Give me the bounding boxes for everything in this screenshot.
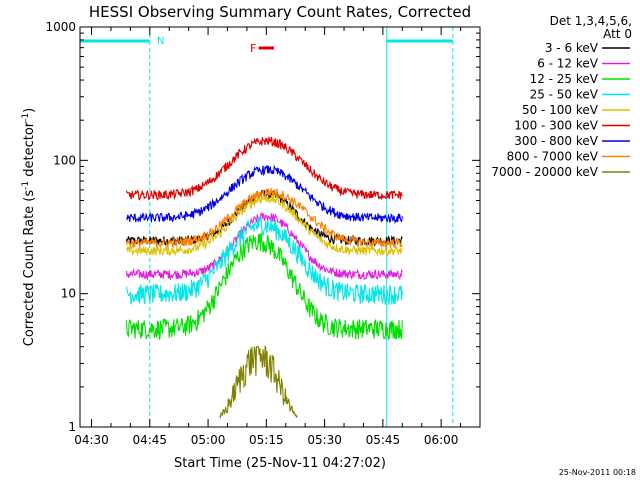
x-axis: 04:30 04:45 05:00 05:15 05:30 05:45 06:00 (74, 27, 481, 447)
y-label-mid: detector (22, 121, 37, 181)
y-tick-label-1: 10 (61, 287, 76, 301)
x-tick-label-0: 04:30 (74, 433, 109, 447)
series-line-6 (126, 164, 403, 225)
plot-area (80, 27, 454, 427)
series-line-1 (125, 212, 403, 282)
x-tick-label-4: 05:30 (307, 433, 342, 447)
x-tick-label-6: 06:00 (424, 433, 459, 447)
series-line-3 (125, 217, 403, 305)
x-tick-label-1: 04:45 (132, 433, 167, 447)
legend-header-1: Det 1,3,4,5,6, (550, 14, 632, 28)
series-line-8 (219, 344, 298, 419)
timestamp: 25-Nov-2011 00:18 (559, 468, 636, 477)
x-axis-label: Start Time (25-Nov-11 04:27:02) (174, 456, 386, 471)
x-tick-label-2: 05:00 (191, 433, 226, 447)
flare-label: F (250, 42, 256, 55)
x-tick-label-5: 05:45 (366, 433, 401, 447)
legend-label-6: 300 - 800 keV (514, 134, 598, 148)
y-tick-label-3: 1000 (45, 20, 76, 34)
night-label: N (157, 36, 164, 47)
legend-header-2: Att 0 (603, 27, 632, 41)
series-line-4 (125, 192, 403, 257)
legend-label-2: 12 - 25 keV (530, 72, 599, 86)
series-line-5 (125, 136, 403, 201)
y-label-sup1: -1 (21, 181, 31, 190)
legend: Det 1,3,4,5,6, Att 0 3 - 6 keV 6 - 12 keV… (491, 14, 632, 179)
legend-label-3: 25 - 50 keV (530, 88, 599, 102)
y-axis: 1 10 100 1000 (45, 20, 480, 434)
y-label-main: Corrected Count Rate (s (22, 190, 37, 347)
y-tick-label-2: 100 (53, 153, 76, 167)
plot-frame (79, 26, 481, 428)
y-label-sup2: -1 (21, 113, 31, 122)
series-line-7 (126, 187, 403, 249)
legend-label-1: 6 - 12 keV (537, 57, 599, 71)
x-tick-label-3: 05:15 (249, 433, 284, 447)
legend-label-7: 800 - 7000 keV (507, 150, 599, 164)
chart-title: HESSI Observing Summary Count Rates, Cor… (89, 3, 471, 21)
series-line-2 (125, 232, 403, 341)
legend-label-0: 3 - 6 keV (545, 41, 599, 55)
y-label-end: ) (22, 108, 37, 113)
y-axis-label: Corrected Count Rate (s-1 detector-1) (21, 108, 37, 346)
legend-label-8: 7000 - 20000 keV (491, 165, 598, 179)
legend-label-5: 100 - 300 keV (514, 119, 598, 133)
legend-label-4: 50 - 100 keV (522, 103, 599, 117)
y-tick-label-0: 1 (68, 420, 76, 434)
